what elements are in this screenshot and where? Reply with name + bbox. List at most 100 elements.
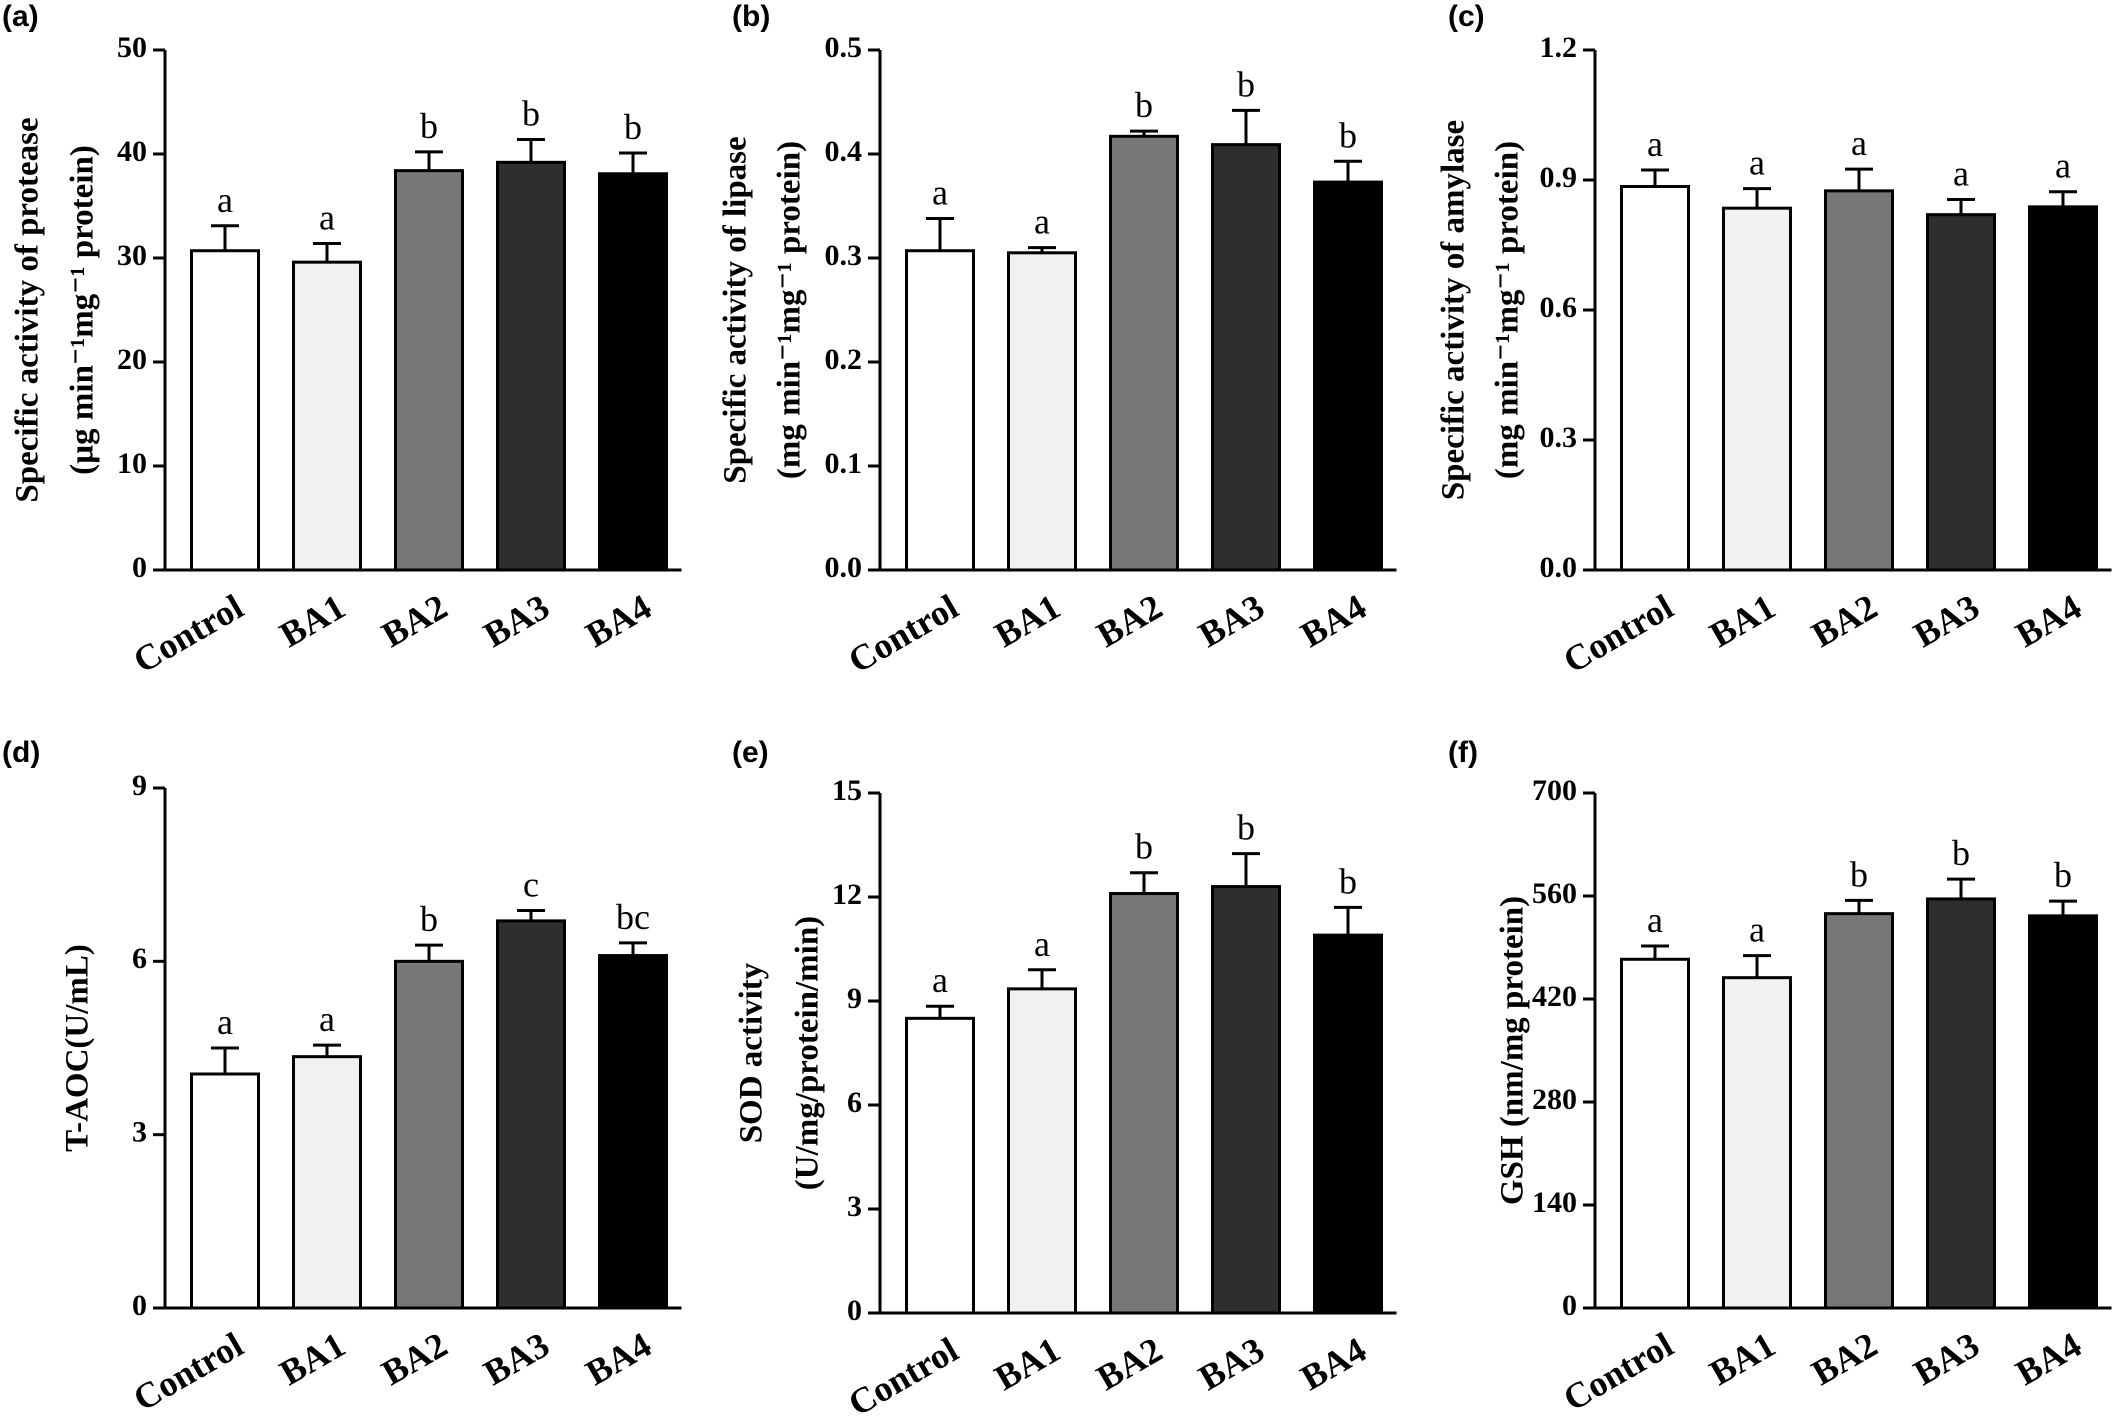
significance-letter: a bbox=[932, 960, 948, 1000]
y-tick-label: 420 bbox=[1532, 980, 1577, 1013]
category-label: BA2 bbox=[1805, 586, 1884, 655]
bar bbox=[905, 249, 975, 572]
category-label: BA4 bbox=[1294, 1329, 1373, 1398]
y-axis-label: (µg min⁻¹mg⁻¹ protein) bbox=[65, 145, 101, 475]
y-tick-label: 15 bbox=[832, 774, 862, 807]
bar bbox=[1211, 143, 1281, 572]
panel-label: (b) bbox=[732, 0, 770, 33]
significance-letter: b bbox=[1339, 861, 1357, 901]
significance-letter: a bbox=[1749, 910, 1765, 950]
category-label: BA3 bbox=[1907, 586, 1986, 655]
category-label: BA4 bbox=[579, 586, 658, 655]
category-label: BA3 bbox=[1907, 1324, 1986, 1393]
significance-letter: b bbox=[420, 106, 438, 146]
bar bbox=[190, 1072, 260, 1310]
y-tick-label: 3 bbox=[132, 1116, 147, 1149]
category-label: BA4 bbox=[2009, 1324, 2088, 1393]
category-label: Control bbox=[126, 1324, 249, 1418]
significance-letter: a bbox=[1953, 154, 1969, 194]
category-label: BA4 bbox=[2009, 586, 2088, 655]
category-label: Control bbox=[126, 586, 249, 680]
category-label: BA1 bbox=[273, 1324, 352, 1393]
bar bbox=[1824, 912, 1894, 1310]
y-tick-label: 40 bbox=[117, 135, 147, 168]
y-tick-label: 3 bbox=[847, 1190, 862, 1223]
y-tick-label: 560 bbox=[1532, 877, 1577, 910]
y-tick-label: 9 bbox=[132, 769, 147, 802]
bar bbox=[1722, 206, 1792, 572]
significance-letter: b bbox=[420, 899, 438, 939]
y-axis-label: Specific activity of protease bbox=[10, 117, 46, 502]
category-label: BA3 bbox=[1192, 586, 1271, 655]
bar bbox=[1109, 134, 1179, 572]
significance-letter: a bbox=[1647, 900, 1663, 940]
bar bbox=[905, 1016, 975, 1315]
y-tick-label: 0 bbox=[1562, 1289, 1577, 1322]
y-tick-label: 0 bbox=[132, 551, 147, 584]
category-label: BA4 bbox=[1294, 586, 1373, 655]
y-tick-label: 9 bbox=[847, 982, 862, 1015]
bar bbox=[190, 249, 260, 572]
category-label: BA1 bbox=[273, 586, 352, 655]
y-tick-label: 0.4 bbox=[825, 135, 863, 168]
bar bbox=[2028, 914, 2098, 1310]
panel-label: (f) bbox=[1448, 736, 1478, 769]
category-label: BA1 bbox=[988, 586, 1067, 655]
bar bbox=[1109, 892, 1179, 1315]
panel-label: (c) bbox=[1448, 0, 1485, 33]
y-tick-label: 0 bbox=[132, 1289, 147, 1322]
significance-letter: b bbox=[522, 93, 540, 133]
significance-letter: a bbox=[2055, 146, 2071, 186]
panel-f: (f) GSH (nm/mg protein) a Control a BA1 b BA2 b B… bbox=[1448, 736, 2112, 1419]
category-label: BA1 bbox=[1703, 1324, 1782, 1393]
panel-e: (e) SOD activity (U/mg/protein/min) a Contro… bbox=[732, 736, 1397, 1424]
significance-letter: b bbox=[1135, 85, 1153, 125]
y-tick-label: 12 bbox=[832, 878, 862, 911]
y-axis-label: (U/mg/protein/min) bbox=[790, 916, 826, 1190]
category-label: Control bbox=[841, 586, 964, 680]
significance-letter: b bbox=[2054, 855, 2072, 895]
category-label: BA1 bbox=[988, 1329, 1067, 1398]
significance-letter: bc bbox=[616, 897, 650, 937]
y-tick-label: 20 bbox=[117, 343, 147, 376]
bar bbox=[2028, 205, 2098, 572]
bar bbox=[1007, 987, 1077, 1315]
significance-letter: b bbox=[1952, 833, 1970, 873]
y-tick-label: 0.6 bbox=[1540, 291, 1578, 324]
y-axis-label: Specific activity of lipase bbox=[718, 136, 754, 483]
significance-letter: a bbox=[319, 999, 335, 1039]
y-tick-label: 0.9 bbox=[1540, 161, 1578, 194]
bar bbox=[1313, 180, 1383, 572]
y-tick-label: 50 bbox=[117, 31, 147, 64]
significance-letter: b bbox=[624, 107, 642, 147]
y-axis-label: GSH (nm/mg protein) bbox=[1495, 896, 1531, 1205]
significance-letter: a bbox=[1034, 202, 1050, 242]
y-tick-label: 0.0 bbox=[825, 551, 863, 584]
y-tick-label: 1.2 bbox=[1540, 31, 1578, 64]
y-tick-label: 280 bbox=[1532, 1083, 1577, 1116]
significance-letter: a bbox=[1851, 123, 1867, 163]
bar bbox=[598, 172, 668, 572]
y-tick-label: 700 bbox=[1532, 774, 1577, 807]
y-tick-label: 0.3 bbox=[1540, 421, 1578, 454]
panel-c: (c) Specific activity of amylase (mg min⁻¹… bbox=[1436, 0, 2112, 681]
y-tick-label: 10 bbox=[117, 447, 147, 480]
bar bbox=[1926, 897, 1996, 1310]
bar bbox=[292, 1055, 362, 1310]
category-label: Control bbox=[841, 1329, 964, 1423]
bar bbox=[1313, 933, 1383, 1315]
y-tick-label: 0.5 bbox=[825, 31, 863, 64]
panel-a: (a) Specific activity of protease (µg min⁻… bbox=[2, 0, 682, 681]
significance-letter: a bbox=[1647, 124, 1663, 164]
y-tick-label: 0.2 bbox=[825, 343, 863, 376]
bar bbox=[1007, 251, 1077, 572]
category-label: Control bbox=[1556, 1324, 1679, 1418]
y-tick-label: 6 bbox=[847, 1086, 862, 1119]
category-label: BA2 bbox=[1805, 1324, 1884, 1393]
significance-letter: b bbox=[1237, 64, 1255, 104]
bar bbox=[496, 919, 566, 1310]
y-axis-label: Specific activity of amylase bbox=[1436, 120, 1472, 500]
significance-letter: b bbox=[1237, 808, 1255, 848]
category-label: BA1 bbox=[1703, 586, 1782, 655]
panel-label: (a) bbox=[2, 0, 39, 33]
